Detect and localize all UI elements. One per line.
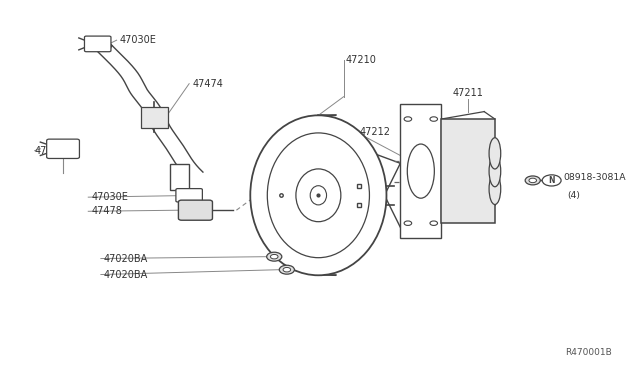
Ellipse shape [267, 252, 282, 261]
Text: 47210: 47210 [346, 55, 376, 64]
Ellipse shape [407, 144, 435, 198]
FancyBboxPatch shape [170, 164, 189, 190]
Text: R470001B: R470001B [564, 348, 612, 357]
Ellipse shape [430, 221, 438, 225]
Ellipse shape [271, 254, 278, 259]
FancyBboxPatch shape [84, 36, 111, 52]
Ellipse shape [404, 117, 412, 121]
Ellipse shape [279, 265, 294, 274]
Ellipse shape [430, 117, 438, 121]
FancyBboxPatch shape [47, 139, 79, 158]
FancyBboxPatch shape [401, 104, 442, 238]
Ellipse shape [283, 267, 291, 272]
Text: 08918-3081A: 08918-3081A [563, 173, 626, 182]
Text: 47212: 47212 [359, 127, 390, 137]
Ellipse shape [268, 133, 369, 258]
Ellipse shape [250, 115, 387, 275]
Text: 47030E: 47030E [92, 192, 128, 202]
Text: 47020BA: 47020BA [104, 270, 148, 279]
Text: 47474: 47474 [192, 79, 223, 89]
Ellipse shape [489, 155, 500, 187]
FancyBboxPatch shape [442, 119, 495, 223]
Text: N: N [548, 176, 555, 185]
Ellipse shape [489, 173, 500, 205]
FancyBboxPatch shape [141, 107, 168, 128]
Text: 47020BA: 47020BA [104, 254, 148, 263]
Text: (4): (4) [568, 191, 580, 200]
FancyBboxPatch shape [179, 200, 212, 220]
Text: 47211: 47211 [452, 88, 484, 98]
Text: 47030EA: 47030EA [35, 146, 78, 155]
Ellipse shape [296, 169, 341, 222]
FancyBboxPatch shape [176, 189, 202, 202]
Ellipse shape [310, 186, 326, 205]
Ellipse shape [489, 138, 500, 169]
Text: 47030E: 47030E [120, 35, 157, 45]
Ellipse shape [529, 178, 536, 183]
Ellipse shape [525, 176, 540, 185]
Text: 47478: 47478 [92, 206, 122, 216]
Ellipse shape [404, 221, 412, 225]
Circle shape [542, 175, 561, 186]
